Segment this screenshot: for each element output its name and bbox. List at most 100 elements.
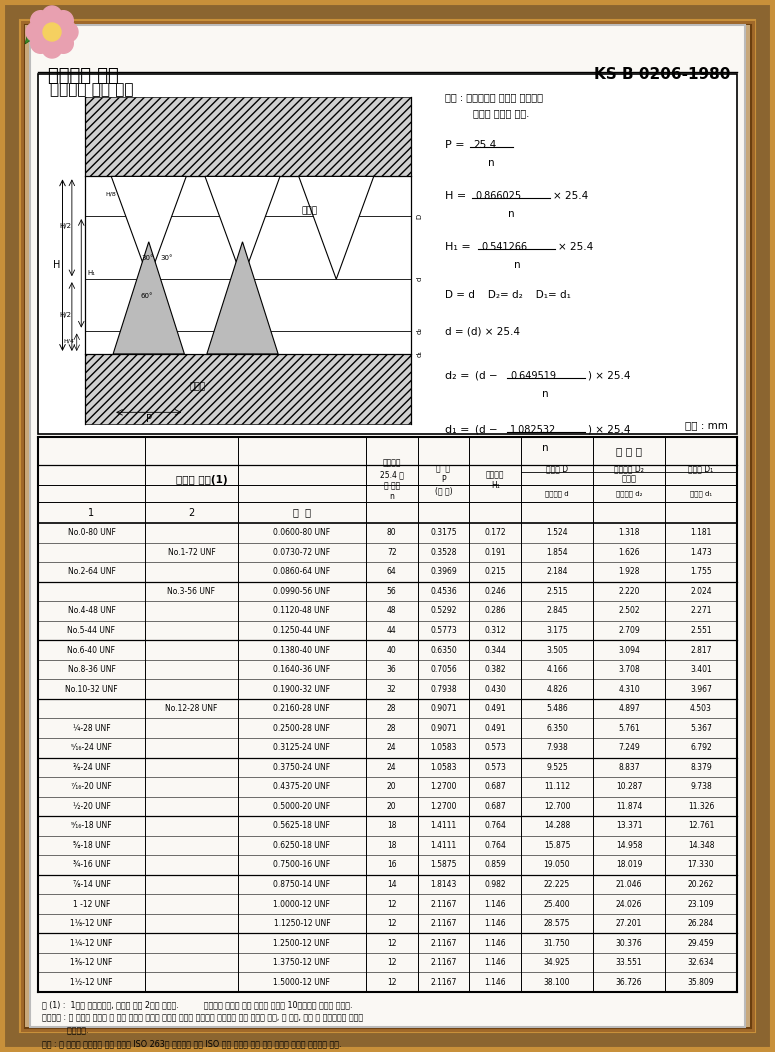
Text: 0.2160-28 UNF: 0.2160-28 UNF (274, 704, 330, 713)
Text: 8.379: 8.379 (690, 763, 712, 772)
Polygon shape (298, 177, 374, 279)
Text: H₁: H₁ (87, 269, 95, 276)
Text: 1.1250-12 UNF: 1.1250-12 UNF (274, 919, 330, 928)
Text: 0.246: 0.246 (484, 587, 506, 595)
Text: 4.503: 4.503 (690, 704, 712, 713)
Text: 참고 : 이 규격의 유니파이 가는 나사는 ISO 263에 규정되어 있는 ISO 인치 나사의 가는 나사 계열의 나사와 일치하고 있다.: 참고 : 이 규격의 유니파이 가는 나사는 ISO 263에 규정되어 있는 … (42, 1039, 342, 1048)
Text: 1.146: 1.146 (484, 958, 506, 967)
Text: 31.750: 31.750 (544, 938, 570, 948)
Text: 암 나 사: 암 나 사 (616, 446, 642, 456)
Text: 35.809: 35.809 (687, 977, 715, 987)
Text: ¼-28 UNF: ¼-28 UNF (73, 724, 110, 732)
FancyBboxPatch shape (30, 25, 745, 1027)
Text: 3.708: 3.708 (618, 665, 640, 674)
Circle shape (42, 38, 62, 58)
Text: 2.845: 2.845 (546, 606, 568, 615)
Text: 3.967: 3.967 (690, 685, 712, 693)
Text: 참  고: 참 고 (293, 507, 311, 518)
Text: D: D (417, 214, 423, 219)
Text: 2.817: 2.817 (691, 646, 711, 654)
Text: 수나사: 수나사 (189, 382, 205, 391)
Text: 0.491: 0.491 (484, 724, 506, 732)
Text: 유니파이 나사: 유니파이 나사 (48, 67, 119, 85)
Text: 0.764: 0.764 (484, 841, 506, 850)
Text: 1.0583: 1.0583 (430, 743, 456, 752)
Text: 0.9071: 0.9071 (430, 724, 456, 732)
Text: 19.050: 19.050 (544, 861, 570, 870)
Text: 적용범위 : 이 규격은 항공기 그 밖에 특별히 필요한 경우에 한하여 사용하는 유니파이 가는 나사의 기준, 산 모양, 공식 및 기준치수에 대하여: 적용범위 : 이 규격은 항공기 그 밖에 특별히 필요한 경우에 한하여 사용… (42, 1013, 363, 1021)
Text: n: n (542, 443, 549, 453)
Text: 0.5292: 0.5292 (430, 606, 456, 615)
Text: 25.400: 25.400 (544, 899, 570, 909)
Text: 1⅛-12 UNF: 1⅛-12 UNF (71, 919, 112, 928)
Text: 1.146: 1.146 (484, 977, 506, 987)
Text: 4.826: 4.826 (546, 685, 568, 693)
Text: 주 (1) :  1란을 우선적으로, 필요에 따라 2란을 택한다.          참고란에 표시한 것은 나사의 호칭을 10진법으로 표시한 것이다.: 주 (1) : 1란을 우선적으로, 필요에 따라 2란을 택한다. 참고란에 … (42, 1000, 353, 1009)
Text: ⁷⁄₁₆-20 UNF: ⁷⁄₁₆-20 UNF (71, 783, 112, 791)
Text: d = (d) × 25.4: d = (d) × 25.4 (445, 326, 520, 336)
Text: 25.4: 25.4 (473, 140, 496, 150)
Text: 32: 32 (387, 685, 397, 693)
Text: P: P (146, 413, 152, 424)
Text: 0.0860-64 UNF: 0.0860-64 UNF (274, 567, 330, 576)
Text: 3.401: 3.401 (690, 665, 712, 674)
Text: 7.249: 7.249 (618, 743, 640, 752)
Text: 유효지름 D₂: 유효지름 D₂ (614, 464, 644, 473)
Text: 0.172: 0.172 (484, 528, 506, 538)
Text: 0.1380-40 UNF: 0.1380-40 UNF (274, 646, 330, 654)
Text: 16: 16 (387, 861, 397, 870)
Text: 1.8143: 1.8143 (430, 881, 456, 889)
Text: 34.925: 34.925 (544, 958, 570, 967)
Text: 2.515: 2.515 (546, 587, 568, 595)
Text: n: n (542, 389, 549, 399)
Text: 32.634: 32.634 (687, 958, 715, 967)
Text: 8.837: 8.837 (618, 763, 640, 772)
Text: 1.146: 1.146 (484, 919, 506, 928)
Text: 0.286: 0.286 (484, 606, 506, 615)
Text: 44: 44 (387, 626, 397, 635)
Text: 60°: 60° (140, 292, 153, 299)
Polygon shape (205, 177, 280, 279)
Text: 1.2500-12 UNF: 1.2500-12 UNF (274, 938, 330, 948)
Text: 바깥지름 d: 바깥지름 d (545, 490, 569, 497)
Text: 0.687: 0.687 (484, 783, 506, 791)
Text: 1.5875: 1.5875 (430, 861, 456, 870)
Text: (d −: (d − (475, 425, 498, 434)
Text: 1.2700: 1.2700 (430, 783, 456, 791)
Text: 14: 14 (387, 881, 397, 889)
Text: ⁹⁄₁₆-18 UNF: ⁹⁄₁₆-18 UNF (71, 822, 112, 830)
Text: 2.1167: 2.1167 (430, 977, 456, 987)
Text: 0.491: 0.491 (484, 704, 506, 713)
Text: 38.100: 38.100 (544, 977, 570, 987)
Text: 24: 24 (387, 743, 397, 752)
Circle shape (31, 34, 50, 54)
Text: 24.026: 24.026 (616, 899, 642, 909)
Text: 2.1167: 2.1167 (430, 919, 456, 928)
Text: 20: 20 (387, 802, 397, 811)
Text: 0.215: 0.215 (484, 567, 506, 576)
Text: 2.709: 2.709 (618, 626, 640, 635)
Text: d: d (417, 277, 423, 281)
Text: 14.958: 14.958 (616, 841, 642, 850)
Polygon shape (113, 242, 184, 353)
Text: 골지름 D: 골지름 D (546, 464, 568, 473)
Polygon shape (207, 242, 278, 353)
Polygon shape (85, 177, 412, 353)
Text: 29.459: 29.459 (687, 938, 715, 948)
Text: 0.866025: 0.866025 (475, 191, 521, 201)
Text: 11.112: 11.112 (544, 783, 570, 791)
Text: 0.8750-14 UNF: 0.8750-14 UNF (274, 881, 330, 889)
Text: 0.3125-24 UNF: 0.3125-24 UNF (274, 743, 330, 752)
Text: 2.024: 2.024 (691, 587, 711, 595)
Text: 0.2500-28 UNF: 0.2500-28 UNF (274, 724, 330, 732)
Text: 0.859: 0.859 (484, 861, 506, 870)
FancyBboxPatch shape (38, 74, 737, 434)
Text: D = d    D₂= d₂    D₁= d₁: D = d D₂= d₂ D₁= d₁ (445, 290, 571, 300)
Text: 64: 64 (387, 567, 397, 576)
Text: 단위 : mm: 단위 : mm (685, 420, 728, 430)
Text: 12: 12 (387, 938, 397, 948)
Text: 4.897: 4.897 (618, 704, 640, 713)
Text: H/8: H/8 (106, 191, 116, 196)
Text: ⅞-14 UNF: ⅞-14 UNF (73, 881, 110, 889)
Text: 12.700: 12.700 (544, 802, 570, 811)
